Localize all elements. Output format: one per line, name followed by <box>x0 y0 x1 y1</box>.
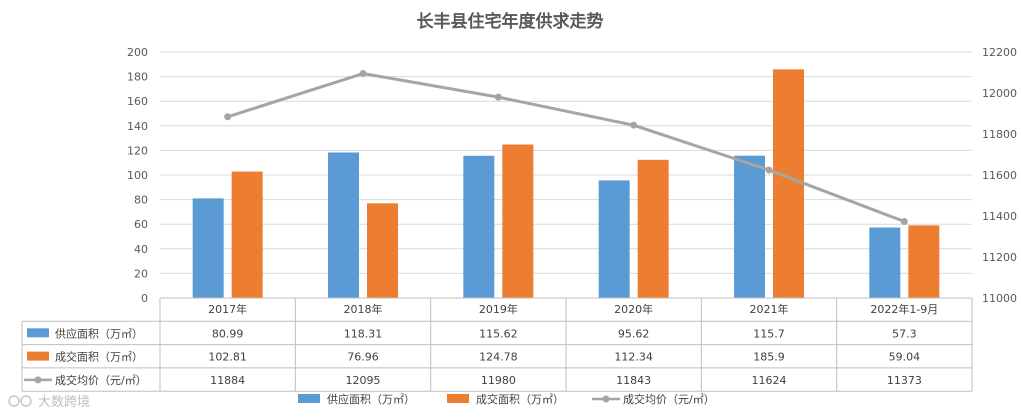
category-label: 2017年 <box>208 302 247 316</box>
left-tick-label: 160 <box>127 95 148 108</box>
data-table: 2017年 2018年 2019年 2020年 2021年 2022年1-9月供应面积（万… <box>21 297 973 392</box>
right-tick-label: 11200 <box>982 251 1017 264</box>
category-label: 2018年 <box>344 302 383 316</box>
price-point <box>630 121 638 129</box>
bar-deal <box>773 69 804 298</box>
watermark-text: 大数跨境 <box>38 395 90 410</box>
price-point <box>765 166 773 174</box>
bar-deal <box>908 225 940 298</box>
price-point <box>224 113 232 121</box>
left-tick-label: 80 <box>134 194 148 207</box>
table-value: 115.62 <box>479 327 518 340</box>
table-value: 115.7 <box>753 327 785 340</box>
bar-deal <box>502 144 534 298</box>
bar-deal <box>367 203 398 298</box>
right-tick-label: 11800 <box>982 128 1017 141</box>
legend-key <box>447 394 469 403</box>
table-value: 185.9 <box>753 351 785 364</box>
table-legend-key <box>34 376 42 384</box>
category-label: 2021年 <box>750 302 789 316</box>
watermark-logo-icon <box>8 395 20 407</box>
left-tick-label: 120 <box>127 144 148 157</box>
legend: 供应面积（万㎡） 成交面积（万㎡） 成交均价（元/㎡） <box>298 392 715 406</box>
table-value: 118.31 <box>344 327 383 340</box>
price-point <box>900 218 908 226</box>
left-tick-label: 140 <box>127 120 148 133</box>
bar-supply <box>869 227 901 298</box>
watermark-logo-ring-icon <box>20 395 32 407</box>
price-line <box>224 70 908 226</box>
table-value: 95.62 <box>618 327 650 340</box>
left-tick-label: 0 <box>141 292 148 305</box>
left-axis: 0 20 40 60 80 100 120 140 160 180 200 <box>127 46 148 305</box>
bar-supply <box>734 155 765 298</box>
left-tick-label: 60 <box>134 218 148 231</box>
legend-label: 供应面积（万㎡） <box>327 392 415 406</box>
chart-title: 长丰县住宅年度供求走势 <box>417 11 604 32</box>
bar-supply <box>463 155 495 298</box>
watermark: 大数跨境 <box>8 395 90 410</box>
table-value: 11843 <box>616 374 651 387</box>
bar-deal <box>231 171 263 298</box>
left-tick-label: 200 <box>127 46 148 59</box>
table-value: 76.96 <box>347 351 379 364</box>
table-value: 12095 <box>346 374 381 387</box>
left-tick-label: 100 <box>127 169 148 182</box>
bar-supply <box>192 198 224 298</box>
right-tick-label: 11400 <box>982 210 1017 223</box>
right-tick-label: 12000 <box>982 87 1017 100</box>
bar-deal <box>637 159 669 298</box>
table-value: 102.81 <box>208 351 247 364</box>
right-axis: 11000 11200 11400 11600 11800 12000 12200 <box>982 46 1017 305</box>
table-legend-key <box>27 351 49 361</box>
category-label: 2022年1-9月 <box>870 302 938 316</box>
right-tick-label: 12200 <box>982 46 1017 59</box>
legend-label: 成交均价（元/㎡） <box>623 392 715 406</box>
legend-key <box>602 395 610 403</box>
table-series-name: 成交均价（元/㎡） <box>55 373 147 387</box>
table-value: 80.99 <box>212 327 244 340</box>
category-label: 2019年 <box>479 302 518 316</box>
right-tick-label: 11000 <box>982 292 1017 305</box>
left-tick-label: 40 <box>134 243 148 256</box>
grid <box>160 51 972 299</box>
table-series-name: 供应面积（万㎡） <box>55 326 143 340</box>
bars <box>192 69 940 298</box>
table-value: 11373 <box>887 374 922 387</box>
table-value: 112.34 <box>614 351 653 364</box>
table-value: 57.3 <box>892 327 917 340</box>
table-legend-key <box>27 328 49 338</box>
legend-label: 成交面积（万㎡） <box>476 392 564 406</box>
left-tick-label: 20 <box>134 267 148 280</box>
price-line-path <box>227 72 905 223</box>
bar-supply <box>328 152 359 298</box>
table-value: 11980 <box>481 374 516 387</box>
category-label: 2020年 <box>614 302 653 316</box>
bar-supply <box>598 180 630 298</box>
left-tick-label: 180 <box>127 71 148 84</box>
table-series-name: 成交面积（万㎡） <box>55 350 143 364</box>
price-point <box>494 93 502 101</box>
legend-key <box>298 394 320 403</box>
table-value: 11624 <box>752 374 787 387</box>
price-point <box>359 70 367 78</box>
table-value: 124.78 <box>479 351 518 364</box>
table-value: 11884 <box>210 374 245 387</box>
right-tick-label: 11600 <box>982 169 1017 182</box>
table-value: 59.04 <box>889 351 921 364</box>
